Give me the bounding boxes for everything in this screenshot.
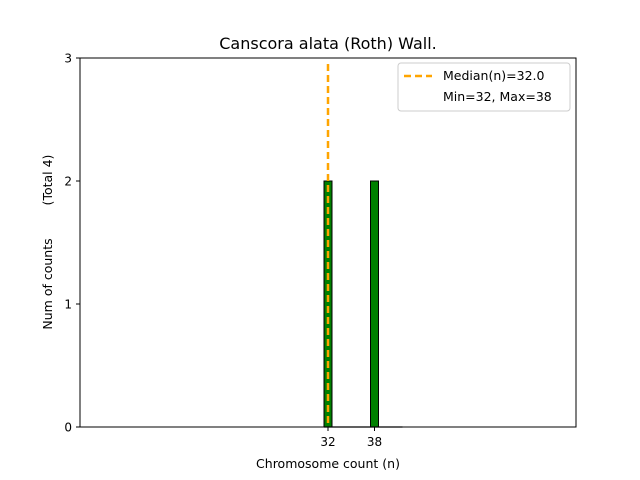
y-axis-total-label: (Total 4) xyxy=(40,155,55,206)
y-tick-label-1: 1 xyxy=(64,298,72,312)
chart-title: Canscora alata (Roth) Wall. xyxy=(219,34,436,53)
y-tick-label-3: 3 xyxy=(64,52,72,66)
bar-38 xyxy=(370,180,379,428)
legend: Median(n)=32.0 Min=32, Max=38 xyxy=(397,62,571,112)
y-axis-label: Num of counts xyxy=(40,238,55,329)
x-axis-label: Chromosome count (n) xyxy=(256,456,400,471)
legend-entry-median: Median(n)=32.0 xyxy=(443,68,544,83)
y-axis: 0 1 2 3 xyxy=(64,52,80,435)
x-tick-label-32: 32 xyxy=(320,435,335,449)
legend-box xyxy=(397,62,571,112)
legend-entry-min-max: Min=32, Max=38 xyxy=(443,89,552,104)
y-tick-label-2: 2 xyxy=(64,175,72,189)
y-tick-label-0: 0 xyxy=(64,421,72,435)
bar-32 xyxy=(323,180,333,428)
x-tick-label-38: 38 xyxy=(367,435,382,449)
x-axis: 32 38 xyxy=(320,427,382,449)
